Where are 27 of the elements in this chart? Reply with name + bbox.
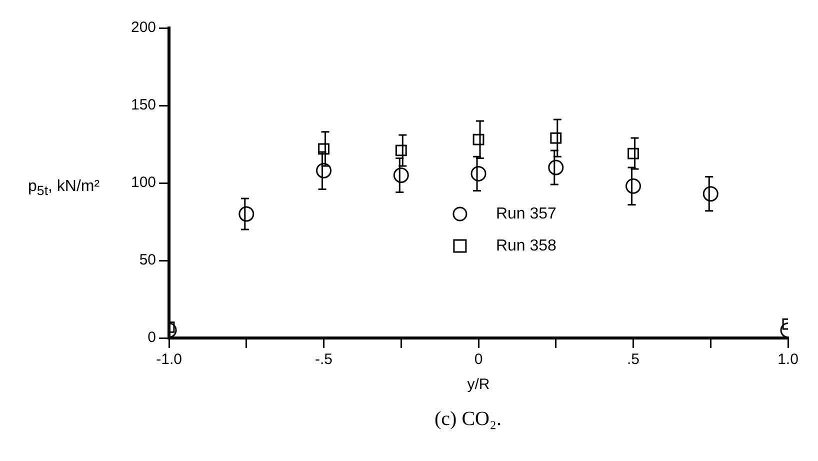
point [470,166,486,182]
y-axis-title: p$_{5t}$, kN/m² [28,178,100,198]
point [238,206,254,222]
point [318,143,330,155]
x-tick-label: -1.0 [156,351,182,368]
point [626,178,642,194]
point [472,134,484,146]
point [316,162,332,178]
x-tick-label: .5 [627,351,640,368]
x-tick-label: -.5 [315,351,333,368]
legend-label: Run 357 [496,205,557,222]
x-tick-label: 1.0 [778,351,798,368]
x-tick-label: 0 [474,351,483,368]
point [395,144,407,156]
y-tick-label: 200 [130,19,156,36]
x-axis-title: y/R [467,376,490,394]
legend-label: Run 358 [496,237,557,254]
point [550,132,562,144]
text: (c) CO₂. [434,408,502,431]
y-tick-label: 50 [139,252,156,269]
y-tick-label: 150 [130,96,156,114]
point [702,186,718,202]
point [548,160,564,176]
y-tick-label: 0 [148,329,156,346]
y-tick-label: 100 [130,174,156,192]
point [393,168,409,183]
point [628,148,639,160]
